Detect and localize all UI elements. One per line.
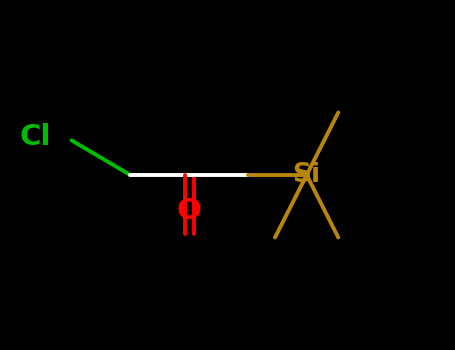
Text: Si: Si <box>293 162 321 188</box>
Text: Cl: Cl <box>20 123 51 151</box>
Text: O: O <box>177 197 202 225</box>
